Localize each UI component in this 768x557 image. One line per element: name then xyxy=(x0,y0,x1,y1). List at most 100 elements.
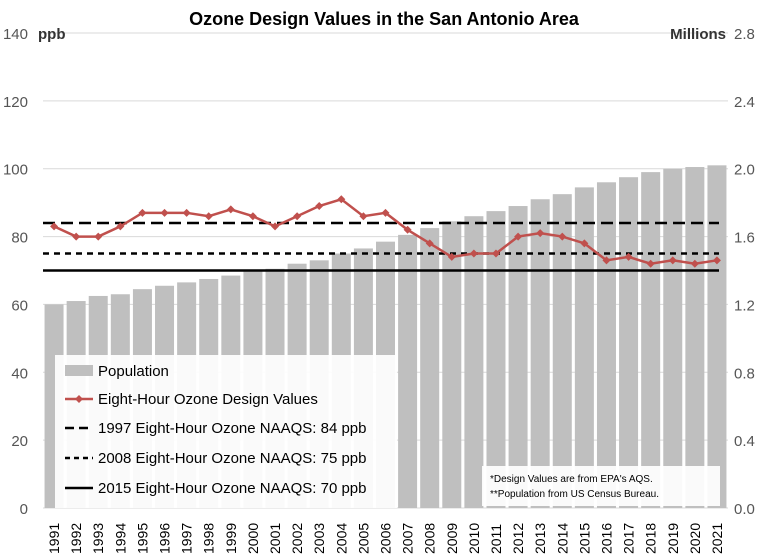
right-tick-0.8: 0.8 xyxy=(734,365,755,382)
ozone-point-1993 xyxy=(94,232,103,241)
x-tick-1993: 1993 xyxy=(90,523,106,554)
x-tick-1999: 1999 xyxy=(223,523,239,554)
population-bar-2010 xyxy=(464,216,484,508)
ozone-point-2012 xyxy=(514,232,523,241)
left-tick-120: 120 xyxy=(3,94,28,111)
legend-item-2: 1997 Eight-Hour Ozone NAAQS: 84 ppb xyxy=(65,420,367,437)
x-tick-2020: 2020 xyxy=(687,523,703,554)
right-tick-0.0: 0.0 xyxy=(734,501,755,518)
x-tick-2005: 2005 xyxy=(355,523,371,554)
right-tick-1.2: 1.2 xyxy=(734,297,755,314)
ozone-point-1998 xyxy=(204,212,213,221)
left-tick-80: 80 xyxy=(11,230,28,247)
population-bar-2007 xyxy=(398,234,418,508)
right-axis-ticks: 0.0 0.4 0.8 1.2 1.6 2.0 2.4 2.8 xyxy=(734,26,755,518)
ozone-point-2018 xyxy=(646,259,655,268)
ozone-point-2017 xyxy=(624,252,633,261)
notes-background xyxy=(482,466,720,506)
ozone-point-2009 xyxy=(447,252,456,261)
chart-title: Ozone Design Values in the San Antonio A… xyxy=(189,9,580,29)
x-tick-2007: 2007 xyxy=(400,523,416,554)
legend-label-3: 2008 Eight-Hour Ozone NAAQS: 75 ppb xyxy=(98,450,367,467)
population-bar-2013 xyxy=(530,199,550,508)
legend-label-0: Population xyxy=(98,363,169,380)
x-tick-2008: 2008 xyxy=(422,523,438,554)
left-tick-60: 60 xyxy=(11,297,28,314)
population-bar-2018 xyxy=(641,172,661,508)
legend-label-1: Eight-Hour Ozone Design Values xyxy=(98,391,318,408)
ozone-point-2007 xyxy=(403,225,412,234)
legend-item-0: Population xyxy=(65,363,169,380)
x-tick-1992: 1992 xyxy=(68,523,84,554)
ozone-line-series xyxy=(50,195,721,268)
ozone-point-1991 xyxy=(50,222,59,231)
right-tick-0.4: 0.4 xyxy=(734,433,755,450)
x-tick-1998: 1998 xyxy=(201,523,217,554)
ozone-point-1999 xyxy=(226,205,235,214)
note-population: **Population from US Census Bureau. xyxy=(490,489,659,500)
right-tick-2.4: 2.4 xyxy=(734,94,755,111)
naaqs-reference-lines xyxy=(43,221,719,272)
x-tick-2015: 2015 xyxy=(576,523,592,554)
legend-background xyxy=(55,355,397,508)
ozone-point-2011 xyxy=(491,249,500,258)
ozone-point-2004 xyxy=(337,195,346,204)
x-tick-2016: 2016 xyxy=(598,523,614,554)
ozone-point-1995 xyxy=(138,208,147,217)
legend-swatch-ozone-marker xyxy=(75,395,83,403)
ozone-point-2016 xyxy=(602,256,611,265)
x-tick-2000: 2000 xyxy=(245,523,261,554)
population-bar-2011 xyxy=(486,211,506,508)
ozone-point-2014 xyxy=(558,232,567,241)
x-tick-2017: 2017 xyxy=(621,523,637,554)
x-tick-2012: 2012 xyxy=(510,523,526,554)
x-tick-2010: 2010 xyxy=(466,523,482,554)
x-tick-2018: 2018 xyxy=(643,523,659,554)
legend: Population Eight-Hour Ozone Design Values… xyxy=(55,355,397,508)
population-bar-2015 xyxy=(574,187,594,508)
population-bar-2017 xyxy=(619,177,639,509)
right-tick-1.6: 1.6 xyxy=(734,230,755,247)
x-tick-2011: 2011 xyxy=(488,524,504,554)
legend-label-4: 2015 Eight-Hour Ozone NAAQS: 70 ppb xyxy=(98,480,367,497)
left-tick-100: 100 xyxy=(3,162,28,179)
ozone-point-2015 xyxy=(580,239,589,248)
ozone-point-2020 xyxy=(690,259,699,268)
x-tick-1991: 1991 xyxy=(46,523,62,554)
ozone-point-2002 xyxy=(293,212,302,221)
right-tick-2.0: 2.0 xyxy=(734,162,755,179)
x-tick-1994: 1994 xyxy=(112,523,128,554)
population-bar-2016 xyxy=(596,182,616,509)
x-axis-ticks: 1991 1992 1993 1994 1995 1996 1997 1998 1999 2000… xyxy=(46,523,725,554)
ozone-point-1997 xyxy=(182,208,191,217)
ozone-point-2000 xyxy=(248,212,257,221)
ozone-point-2019 xyxy=(668,256,677,265)
left-tick-0: 0 xyxy=(20,501,28,518)
population-bar-2009 xyxy=(442,221,462,508)
left-tick-140: 140 xyxy=(3,26,28,43)
legend-item-3: 2008 Eight-Hour Ozone NAAQS: 75 ppb xyxy=(65,450,367,467)
population-bar-2008 xyxy=(420,228,440,508)
legend-item-1: Eight-Hour Ozone Design Values xyxy=(65,391,318,408)
ozone-point-1996 xyxy=(160,208,169,217)
x-tick-2004: 2004 xyxy=(333,523,349,554)
population-bar-2021 xyxy=(707,165,727,509)
legend-label-2: 1997 Eight-Hour Ozone NAAQS: 84 ppb xyxy=(98,420,367,437)
x-tick-1996: 1996 xyxy=(157,523,173,554)
x-tick-2006: 2006 xyxy=(378,523,394,554)
right-axis-unit-label: Millions xyxy=(670,26,726,43)
x-tick-2021: 2021 xyxy=(709,523,725,554)
source-notes: *Design Values are from EPA's AQS. **Pop… xyxy=(482,466,720,506)
population-bar-2014 xyxy=(552,194,572,509)
population-bar-2020 xyxy=(685,167,705,508)
ozone-point-2010 xyxy=(469,249,478,258)
x-tick-2001: 2001 xyxy=(267,523,283,554)
right-tick-2.8: 2.8 xyxy=(734,26,755,43)
ozone-point-1994 xyxy=(116,222,125,231)
x-tick-2003: 2003 xyxy=(311,523,327,554)
x-tick-2014: 2014 xyxy=(554,523,570,554)
ozone-point-2003 xyxy=(315,202,324,211)
x-tick-2009: 2009 xyxy=(444,523,460,554)
x-tick-2019: 2019 xyxy=(665,523,681,554)
